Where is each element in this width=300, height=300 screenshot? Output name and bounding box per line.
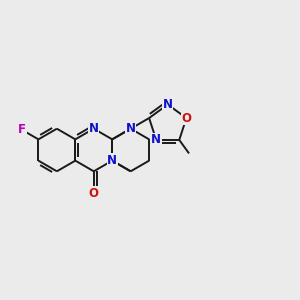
Text: N: N xyxy=(89,122,99,135)
Text: N: N xyxy=(107,154,117,167)
Text: O: O xyxy=(89,187,99,200)
Text: F: F xyxy=(18,123,26,136)
Text: N: N xyxy=(163,98,173,111)
Text: O: O xyxy=(182,112,191,124)
Text: N: N xyxy=(151,134,161,146)
Text: N: N xyxy=(126,122,136,135)
